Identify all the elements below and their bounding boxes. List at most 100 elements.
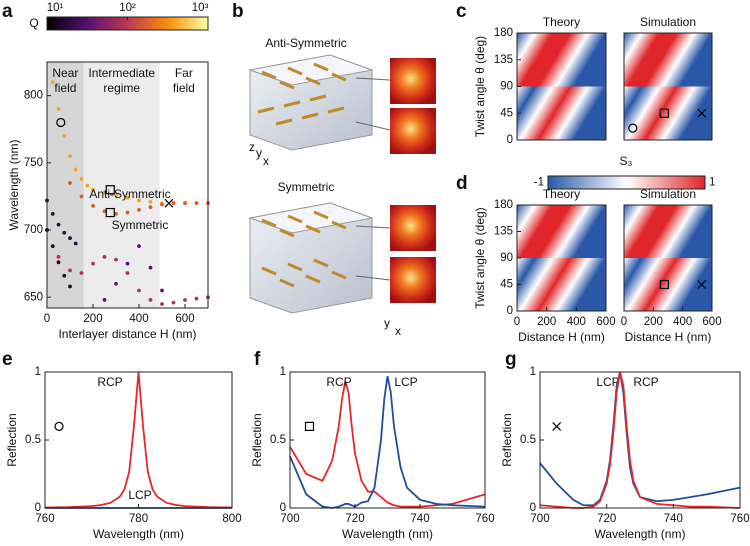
region-label: regime xyxy=(103,81,140,95)
series-label: LCP xyxy=(596,375,619,389)
data-point xyxy=(79,177,84,181)
axis-glyph: z xyxy=(249,140,255,154)
x-tick-label: 760 xyxy=(35,513,54,525)
slab-top xyxy=(248,202,374,234)
data-point xyxy=(125,210,130,215)
panel-label: b xyxy=(232,1,244,22)
data-point xyxy=(62,230,67,235)
data-point xyxy=(183,201,187,206)
plot-frame xyxy=(623,32,713,141)
data-point xyxy=(114,257,118,262)
series-label: RCP xyxy=(326,375,351,389)
data-point xyxy=(91,203,95,208)
line-series xyxy=(289,375,486,509)
y-tick-label: 0.5 xyxy=(520,434,536,446)
x-tick-label: 760 xyxy=(730,513,749,525)
data-point xyxy=(62,273,67,278)
marker-cross xyxy=(552,421,562,431)
heatmap-upper xyxy=(517,33,606,87)
plot-frame xyxy=(623,204,713,312)
x-axis-title: Distance H (nm) xyxy=(625,330,712,344)
data-point xyxy=(50,80,55,85)
data-point xyxy=(160,288,164,293)
y-tick-label: 90 xyxy=(500,81,513,93)
mode-label: Anti-Symmetric xyxy=(265,36,346,50)
y-tick-label: 135 xyxy=(494,226,513,238)
field-map xyxy=(390,108,436,154)
x-axis-title: Wavelength (nm) xyxy=(342,527,433,541)
marker-square xyxy=(304,421,315,431)
plot-frame xyxy=(289,371,486,509)
chart-title: Theory xyxy=(543,15,580,29)
x-tick-label: 200 xyxy=(83,313,102,325)
spin-arrows xyxy=(257,62,347,126)
x-tick-label: 400 xyxy=(129,313,148,325)
data-point xyxy=(102,190,107,195)
data-point xyxy=(56,255,61,259)
connector xyxy=(355,77,391,81)
y-tick-label: 90 xyxy=(500,252,513,264)
x-tick-label: 760 xyxy=(475,513,494,525)
data-point xyxy=(91,261,95,266)
y-tick-label: 0 xyxy=(35,502,41,514)
data-point xyxy=(137,288,141,293)
marker-circle xyxy=(56,117,66,128)
panel-label: d xyxy=(456,173,468,194)
y-tick-label: 135 xyxy=(494,54,513,66)
series-label: LCP xyxy=(394,375,417,389)
heatmap-lower xyxy=(517,258,606,311)
connector xyxy=(355,275,391,281)
x-axis-title: Interlayer distance H (nm) xyxy=(58,327,196,341)
heatmap-upper xyxy=(517,205,606,258)
x-axis-title: Distance H (nm) xyxy=(518,330,605,344)
data-point xyxy=(137,244,141,249)
y-axis-title: Reflection xyxy=(5,413,19,466)
data-point xyxy=(114,212,118,216)
y-tick-label: 0 xyxy=(507,134,513,146)
axis-glyph: x xyxy=(263,154,269,168)
data-point xyxy=(148,205,153,210)
series-label: LCP xyxy=(128,488,151,502)
marker-square xyxy=(659,279,669,290)
data-point xyxy=(114,193,118,197)
data-point xyxy=(137,198,141,203)
x-tick-label: 600 xyxy=(175,313,194,325)
y-tick-label: 45 xyxy=(500,107,513,119)
panel-label: e xyxy=(2,349,13,370)
y-tick-label: 0 xyxy=(280,502,286,514)
connector xyxy=(355,225,391,229)
y-tick-label: 750 xyxy=(24,157,43,169)
x-tick-label: 700 xyxy=(280,513,299,525)
data-point xyxy=(85,183,90,188)
plot-frame xyxy=(539,371,741,509)
heatmap-lower xyxy=(517,86,606,140)
series-label: RCP xyxy=(633,375,658,389)
x-tick-label: 780 xyxy=(129,513,148,525)
y-tick-label: 650 xyxy=(24,291,43,303)
x-tick-label: 600 xyxy=(702,316,721,328)
data-point xyxy=(79,194,84,199)
y-axis-title: Wavelength (nm) xyxy=(7,140,21,231)
x-axis-title: Wavelength (nm) xyxy=(93,527,184,541)
field-map xyxy=(390,205,436,251)
data-point xyxy=(171,201,176,206)
slab-top xyxy=(248,54,374,86)
heatmap-upper xyxy=(624,205,712,258)
data-point xyxy=(125,195,130,200)
y-tick-label: 0.5 xyxy=(270,434,286,446)
data-point xyxy=(50,212,55,216)
chart-title: Theory xyxy=(543,187,580,201)
data-point xyxy=(62,134,67,138)
x-tick-label: 720 xyxy=(345,513,364,525)
connector xyxy=(355,121,391,131)
data-point xyxy=(125,271,130,275)
region xyxy=(47,62,84,308)
data-point xyxy=(56,107,61,111)
data-point xyxy=(148,265,153,270)
x-tick-label: 740 xyxy=(664,513,683,525)
data-point xyxy=(102,209,107,214)
data-point xyxy=(68,181,72,185)
colorbar xyxy=(547,175,706,190)
marker-cross xyxy=(697,108,707,118)
colorbar-tick-label: 10² xyxy=(119,2,136,14)
